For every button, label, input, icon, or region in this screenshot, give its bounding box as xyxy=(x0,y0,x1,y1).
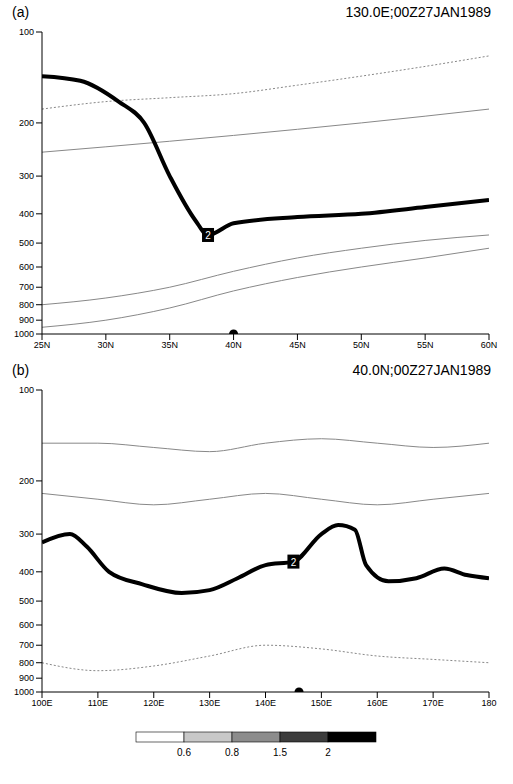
svg-text:600: 600 xyxy=(19,262,34,272)
svg-text:700: 700 xyxy=(19,640,34,650)
svg-text:2: 2 xyxy=(291,557,297,568)
svg-text:800: 800 xyxy=(19,300,34,310)
svg-text:1000: 1000 xyxy=(14,329,34,339)
svg-text:200: 200 xyxy=(19,118,34,128)
svg-text:25N: 25N xyxy=(34,340,51,350)
svg-text:500: 500 xyxy=(19,238,34,248)
svg-text:500: 500 xyxy=(19,596,34,606)
svg-text:600: 600 xyxy=(19,620,34,630)
svg-text:100: 100 xyxy=(19,385,34,395)
html-text:130.0E;00Z27JAN1989: 130.0E;00Z27JAN1989 xyxy=(345,4,491,20)
svg-text:35N: 35N xyxy=(161,340,178,350)
svg-text:50N: 50N xyxy=(353,340,370,350)
svg-text:60N: 60N xyxy=(481,340,498,350)
svg-text:800: 800 xyxy=(19,658,34,668)
svg-text:150E: 150E xyxy=(311,698,332,708)
svg-text:900: 900 xyxy=(19,315,34,325)
svg-text:1000: 1000 xyxy=(14,687,34,697)
svg-text:300: 300 xyxy=(19,529,34,539)
svg-text:400: 400 xyxy=(19,209,34,219)
svg-text:100: 100 xyxy=(19,27,34,37)
svg-text:30N: 30N xyxy=(98,340,115,350)
svg-text:700: 700 xyxy=(19,282,34,292)
svg-text:180: 180 xyxy=(481,698,496,708)
svg-text:170E: 170E xyxy=(423,698,444,708)
svg-text:200: 200 xyxy=(19,476,34,486)
svg-text:100E: 100E xyxy=(31,698,52,708)
svg-text:300: 300 xyxy=(19,171,34,181)
svg-text:45N: 45N xyxy=(289,340,306,350)
svg-text:900: 900 xyxy=(19,673,34,683)
html-text:(b): (b) xyxy=(12,362,30,378)
svg-text:140E: 140E xyxy=(255,698,276,708)
svg-text:120E: 120E xyxy=(143,698,164,708)
svg-text:1.5: 1.5 xyxy=(273,747,287,758)
svg-text:55N: 55N xyxy=(417,340,434,350)
svg-text:2: 2 xyxy=(205,230,211,241)
svg-text:0.8: 0.8 xyxy=(225,747,239,758)
svg-text:2: 2 xyxy=(325,747,331,758)
html-text:40.0N;00Z27JAN1989: 40.0N;00Z27JAN1989 xyxy=(352,362,491,378)
svg-text:110E: 110E xyxy=(88,698,108,708)
svg-text:400: 400 xyxy=(19,567,34,577)
svg-text:40N: 40N xyxy=(225,340,242,350)
html-text:(a): (a) xyxy=(12,4,30,20)
svg-text:0.6: 0.6 xyxy=(177,747,191,758)
svg-text:160E: 160E xyxy=(367,698,388,708)
svg-text:130E: 130E xyxy=(199,698,220,708)
